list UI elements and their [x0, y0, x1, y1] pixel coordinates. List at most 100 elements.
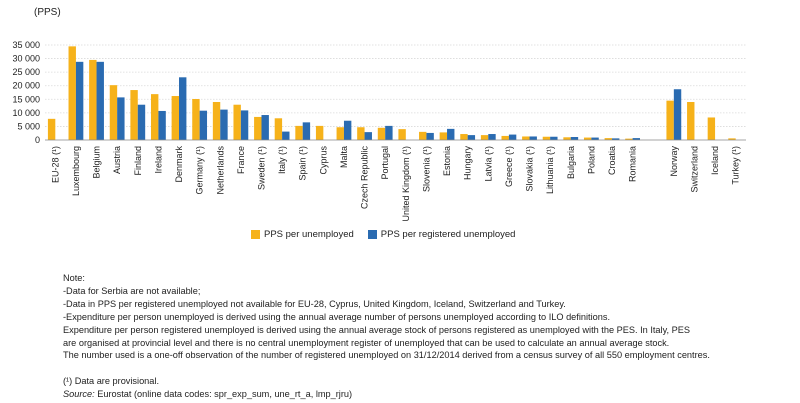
x-category-label: France [236, 146, 246, 174]
bar-pps-per-registered-unemployed [179, 77, 187, 140]
bar-pps-per-registered-unemployed [591, 137, 599, 140]
bar-pps-per-unemployed [315, 125, 324, 140]
bar-pps-per-unemployed [192, 99, 200, 140]
note-line: Expenditure per person registered unempl… [63, 324, 690, 335]
bar-pps-per-unemployed [274, 118, 283, 140]
x-category-label: Estonia [442, 146, 452, 176]
legend: PPS per unemployed PPS per registered un… [251, 229, 515, 240]
bar-pps-per-registered-unemployed [673, 89, 682, 140]
bar-pps-per-unemployed [563, 137, 571, 140]
notes-block: Note: -Data for Serbia are not available… [63, 272, 710, 401]
bar-pps-per-unemployed [130, 90, 138, 140]
x-category-label: Turkey (¹) [731, 146, 741, 185]
bar-pps-per-registered-unemployed [364, 132, 372, 140]
bar-pps-per-unemployed [109, 85, 118, 140]
x-category-label: Greece (¹) [504, 146, 514, 187]
bar-pps-per-registered-unemployed [632, 138, 640, 140]
source-label: Source: [63, 389, 95, 400]
x-category-label: Croatia [607, 146, 617, 175]
y-tick-label: 25 000 [12, 67, 40, 77]
bar-pps-per-unemployed [212, 102, 221, 140]
bar-pps-per-registered-unemployed [220, 109, 228, 140]
x-category-label: Romania [628, 146, 638, 182]
x-category-label: Germany (¹) [195, 146, 205, 195]
x-category-label: Slovakia (¹) [525, 146, 535, 192]
bar-pps-per-unemployed [707, 117, 716, 140]
y-tick-label: 0 [35, 135, 40, 145]
bar-pps-per-unemployed [254, 116, 262, 140]
source-text: Eurostat (online data codes: spr_exp_sum… [94, 389, 353, 400]
x-category-label: Denmark [174, 146, 184, 183]
y-tick-label: 30 000 [12, 54, 40, 64]
bar-pps-per-unemployed [666, 100, 674, 140]
bar-pps-per-unemployed [542, 136, 551, 140]
x-category-label: EU-28 (¹) [50, 146, 60, 183]
bar-pps-per-registered-unemployed [96, 61, 104, 140]
bar-pps-per-unemployed [522, 136, 530, 140]
gridlines [45, 44, 746, 127]
legend-swatch-yellow [251, 230, 260, 239]
bar-pps-per-unemployed [687, 102, 695, 140]
bar-pps-per-registered-unemployed [240, 110, 249, 140]
y-axis-unit-label: (PPS) [34, 7, 61, 18]
notes-heading: Note: [63, 273, 85, 283]
legend-label: PPS per unemployed [264, 229, 354, 240]
bar-pps-per-unemployed [357, 127, 365, 140]
bar-pps-per-registered-unemployed [199, 110, 208, 140]
bar-pps-per-registered-unemployed [611, 138, 620, 140]
bar-pps-per-registered-unemployed [302, 122, 311, 140]
bar-pps-per-registered-unemployed [117, 97, 125, 140]
legend-item-pps-per-registered-unemployed: PPS per registered unemployed [367, 229, 516, 240]
bar-pps-per-registered-unemployed [426, 132, 434, 140]
x-category-label: Italy (¹) [277, 146, 287, 174]
bar-pps-per-unemployed [151, 94, 159, 140]
y-tick-label: 35 000 [12, 40, 40, 50]
bar-pps-per-registered-unemployed [508, 134, 517, 140]
bars [47, 46, 736, 140]
bar-pps-per-unemployed [728, 138, 736, 140]
bar-chart: (PPS) 0 5 000 10 000 15 000 20 000 25 000 30 0… [12, 7, 746, 222]
x-category-label: Lithuania (¹) [545, 146, 555, 194]
x-category-label: Netherlands [215, 146, 225, 195]
bar-pps-per-unemployed [501, 135, 509, 140]
bar-pps-per-registered-unemployed [529, 136, 537, 140]
bar-pps-per-registered-unemployed [550, 136, 558, 140]
bar-pps-per-unemployed [604, 138, 612, 140]
bar-pps-per-registered-unemployed [261, 115, 269, 140]
bar-pps-per-unemployed [460, 134, 468, 140]
x-category-label: Norway [669, 146, 679, 177]
bar-pps-per-registered-unemployed [467, 135, 476, 140]
y-axis-ticks: 0 5 000 10 000 15 000 20 000 25 000 30 000 35 0… [12, 40, 40, 145]
x-category-label: Luxembourg [71, 146, 81, 196]
x-category-label: Finland [133, 146, 143, 176]
legend-label: PPS per registered unemployed [380, 229, 516, 240]
legend-item-pps-per-unemployed: PPS per unemployed [251, 229, 354, 240]
x-category-label: Iceland [710, 146, 720, 175]
note-line: -Data in PPS per registered unemployed n… [63, 298, 566, 309]
bar-pps-per-unemployed [47, 118, 56, 140]
y-tick-label: 5 000 [17, 121, 40, 131]
x-category-label: Czech Republic [360, 146, 370, 210]
bar-pps-per-registered-unemployed [488, 134, 496, 140]
bar-pps-per-unemployed [583, 137, 592, 140]
bar-pps-per-unemployed [480, 135, 489, 140]
bar-pps-per-unemployed [377, 127, 386, 140]
bar-pps-per-unemployed [89, 59, 97, 140]
bar-pps-per-unemployed [439, 132, 448, 140]
bar-pps-per-registered-unemployed [385, 125, 393, 140]
legend-swatch-blue [367, 230, 377, 239]
x-axis-categories: EU-28 (¹) Luxembourg Belgium Austria Finland… [50, 146, 740, 222]
x-category-label: Switzerland [689, 146, 699, 193]
x-category-label: United Kingdom (¹) [401, 146, 411, 222]
bar-pps-per-unemployed [398, 129, 406, 140]
bar-pps-per-unemployed [68, 46, 76, 140]
bar-pps-per-unemployed [419, 131, 427, 140]
source-line: Source: Eurostat (online data codes: spr… [63, 388, 710, 401]
bar-pps-per-unemployed [295, 125, 303, 140]
x-category-label: Ireland [153, 146, 163, 174]
bar-pps-per-registered-unemployed [137, 104, 146, 140]
y-tick-label: 20 000 [12, 81, 40, 91]
bar-pps-per-registered-unemployed [343, 120, 352, 140]
note-line: -Data for Serbia are not available; [63, 285, 201, 296]
bar-pps-per-registered-unemployed [570, 137, 579, 140]
